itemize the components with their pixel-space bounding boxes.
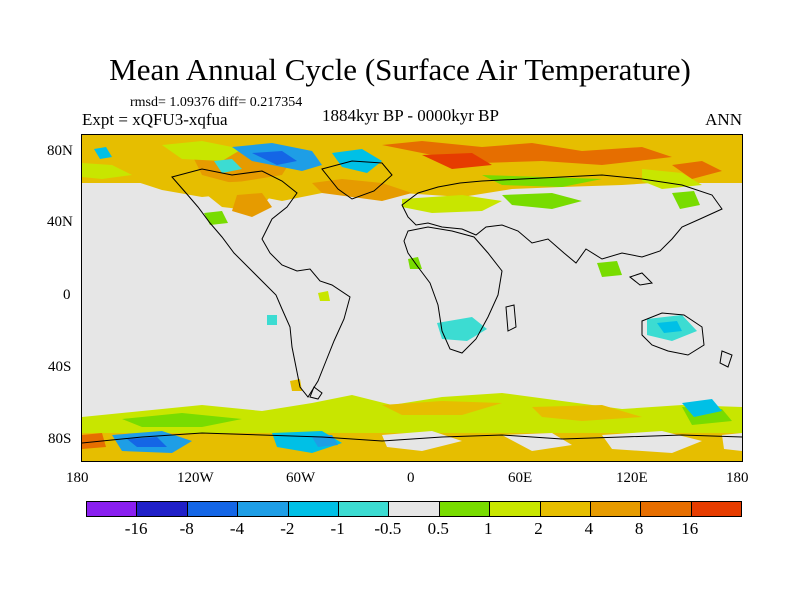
colorbar-label: -8 — [179, 519, 194, 538]
colorbar-label: -16 — [124, 519, 148, 538]
colorbar-label: -4 — [229, 519, 245, 538]
stats-label: rmsd= 1.09376 diff= 0.217354 — [130, 95, 303, 110]
antarctic-anomaly — [82, 399, 742, 461]
arctic-warm-anomaly — [82, 135, 742, 201]
experiment-label: Expt = xQFU3-xqfua — [82, 110, 228, 129]
colorbar-label: 1 — [483, 519, 493, 538]
colorbar-label: 2 — [534, 519, 543, 538]
north-atlantic-anomaly — [207, 179, 582, 217]
chart-title: Mean Annual Cycle (Surface Air Temperatu… — [109, 52, 691, 87]
x-tick-label: 120W — [177, 470, 214, 486]
colorbar-label: 16 — [681, 519, 699, 538]
colorbar-label: -1 — [330, 519, 345, 538]
y-tick-label: 40N — [47, 214, 73, 230]
colorbar-box — [338, 502, 390, 516]
colorbar-box — [641, 502, 692, 516]
colorbar-box — [540, 502, 591, 516]
colorbar-box — [439, 502, 491, 516]
period-label: 1884kyr BP - 0000kyr BP — [322, 106, 499, 125]
y-tick-label: 80N — [47, 143, 73, 159]
x-tick-label: 180 — [726, 470, 749, 486]
x-tick-label: 120E — [616, 470, 648, 486]
x-tick-label: 60E — [508, 470, 533, 486]
map-panel — [81, 134, 743, 462]
canada-cool-anomaly — [94, 143, 382, 173]
x-tick-label: 60W — [286, 470, 316, 486]
colorbar-box — [288, 502, 339, 516]
y-tick-label: 40S — [48, 359, 72, 375]
colorbar-box — [490, 502, 541, 516]
y-tick-label: 0 — [63, 287, 71, 303]
colorbar-box — [238, 502, 289, 516]
season-label: ANN — [705, 110, 742, 129]
colorbar-label: 4 — [584, 519, 594, 538]
colorbar-label: 0.5 — [427, 519, 449, 538]
x-tick-label: 0 — [407, 470, 415, 486]
colorbar-box — [137, 502, 188, 516]
colorbar-box — [187, 502, 239, 516]
colorbar — [86, 501, 742, 517]
colorbar-box — [87, 502, 138, 516]
colorbar-box — [691, 502, 742, 516]
tropical-anomaly-patches — [204, 191, 700, 391]
colorbar-label: -0.5 — [374, 519, 402, 538]
colorbar-label: 8 — [634, 519, 644, 538]
y-tick-label: 80S — [48, 431, 72, 447]
colorbar-label: -2 — [280, 519, 295, 538]
colorbar-box — [590, 502, 642, 516]
colorbar-box — [389, 502, 440, 516]
x-tick-label: 180 — [66, 470, 89, 486]
coastlines — [82, 160, 742, 444]
temperature-anomaly-map — [82, 135, 742, 461]
